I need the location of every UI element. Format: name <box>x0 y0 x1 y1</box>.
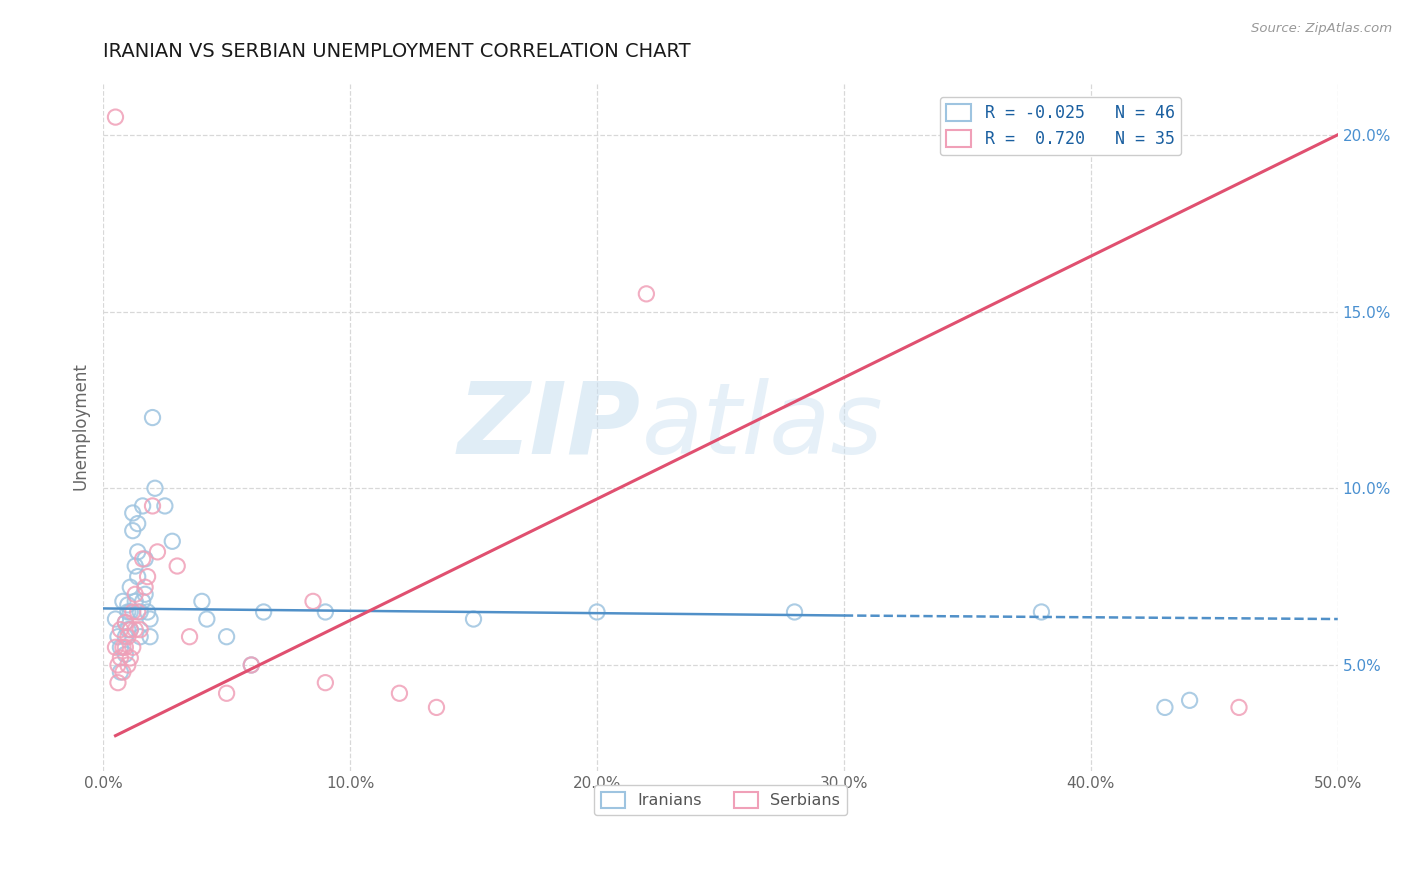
Point <box>166 559 188 574</box>
Point <box>1031 605 1053 619</box>
Point <box>104 612 127 626</box>
Point <box>110 651 132 665</box>
Point <box>191 594 214 608</box>
Point <box>127 545 149 559</box>
Point <box>146 545 169 559</box>
Point <box>120 580 142 594</box>
Point <box>463 612 485 626</box>
Point <box>120 605 142 619</box>
Point <box>1227 700 1250 714</box>
Point <box>129 605 152 619</box>
Point <box>127 569 149 583</box>
Point <box>1154 700 1177 714</box>
Point <box>314 675 336 690</box>
Text: atlas: atlas <box>641 378 883 475</box>
Point <box>129 630 152 644</box>
Point <box>114 630 136 644</box>
Point <box>107 675 129 690</box>
Point <box>134 552 156 566</box>
Point <box>127 605 149 619</box>
Point <box>120 623 142 637</box>
Point <box>121 524 143 538</box>
Point <box>124 587 146 601</box>
Point <box>179 630 201 644</box>
Point <box>136 569 159 583</box>
Point <box>124 594 146 608</box>
Point <box>121 506 143 520</box>
Point <box>783 605 806 619</box>
Point <box>114 640 136 655</box>
Point <box>124 623 146 637</box>
Point <box>111 594 134 608</box>
Point <box>131 499 153 513</box>
Point <box>107 630 129 644</box>
Point <box>139 612 162 626</box>
Point <box>195 612 218 626</box>
Point <box>114 615 136 630</box>
Point <box>139 630 162 644</box>
Point <box>120 651 142 665</box>
Point <box>134 587 156 601</box>
Point <box>240 658 263 673</box>
Point <box>121 640 143 655</box>
Point <box>302 594 325 608</box>
Point <box>124 559 146 574</box>
Point <box>215 686 238 700</box>
Point <box>110 640 132 655</box>
Point <box>120 623 142 637</box>
Y-axis label: Unemployment: Unemployment <box>72 362 89 491</box>
Point <box>104 110 127 124</box>
Point <box>253 605 276 619</box>
Text: IRANIAN VS SERBIAN UNEMPLOYMENT CORRELATION CHART: IRANIAN VS SERBIAN UNEMPLOYMENT CORRELAT… <box>103 42 690 61</box>
Point <box>107 658 129 673</box>
Point <box>153 499 176 513</box>
Point <box>240 658 263 673</box>
Point <box>131 594 153 608</box>
Point <box>111 640 134 655</box>
Point <box>134 580 156 594</box>
Text: ZIP: ZIP <box>457 378 640 475</box>
Point <box>114 648 136 662</box>
Point <box>314 605 336 619</box>
Point <box>110 623 132 637</box>
Point <box>141 499 163 513</box>
Point <box>388 686 411 700</box>
Point <box>636 286 658 301</box>
Point <box>141 410 163 425</box>
Point <box>586 605 609 619</box>
Point <box>143 481 166 495</box>
Point <box>425 700 447 714</box>
Point <box>127 516 149 531</box>
Text: Source: ZipAtlas.com: Source: ZipAtlas.com <box>1251 22 1392 36</box>
Point <box>110 665 132 679</box>
Point <box>162 534 184 549</box>
Point <box>104 640 127 655</box>
Point <box>215 630 238 644</box>
Point <box>121 605 143 619</box>
Point <box>136 605 159 619</box>
Legend: Iranians, Serbians: Iranians, Serbians <box>595 785 846 814</box>
Point <box>1178 693 1201 707</box>
Point <box>117 623 139 637</box>
Point <box>131 552 153 566</box>
Point <box>117 598 139 612</box>
Point <box>117 658 139 673</box>
Point <box>114 615 136 630</box>
Point <box>129 623 152 637</box>
Point <box>111 665 134 679</box>
Point <box>117 605 139 619</box>
Point <box>117 630 139 644</box>
